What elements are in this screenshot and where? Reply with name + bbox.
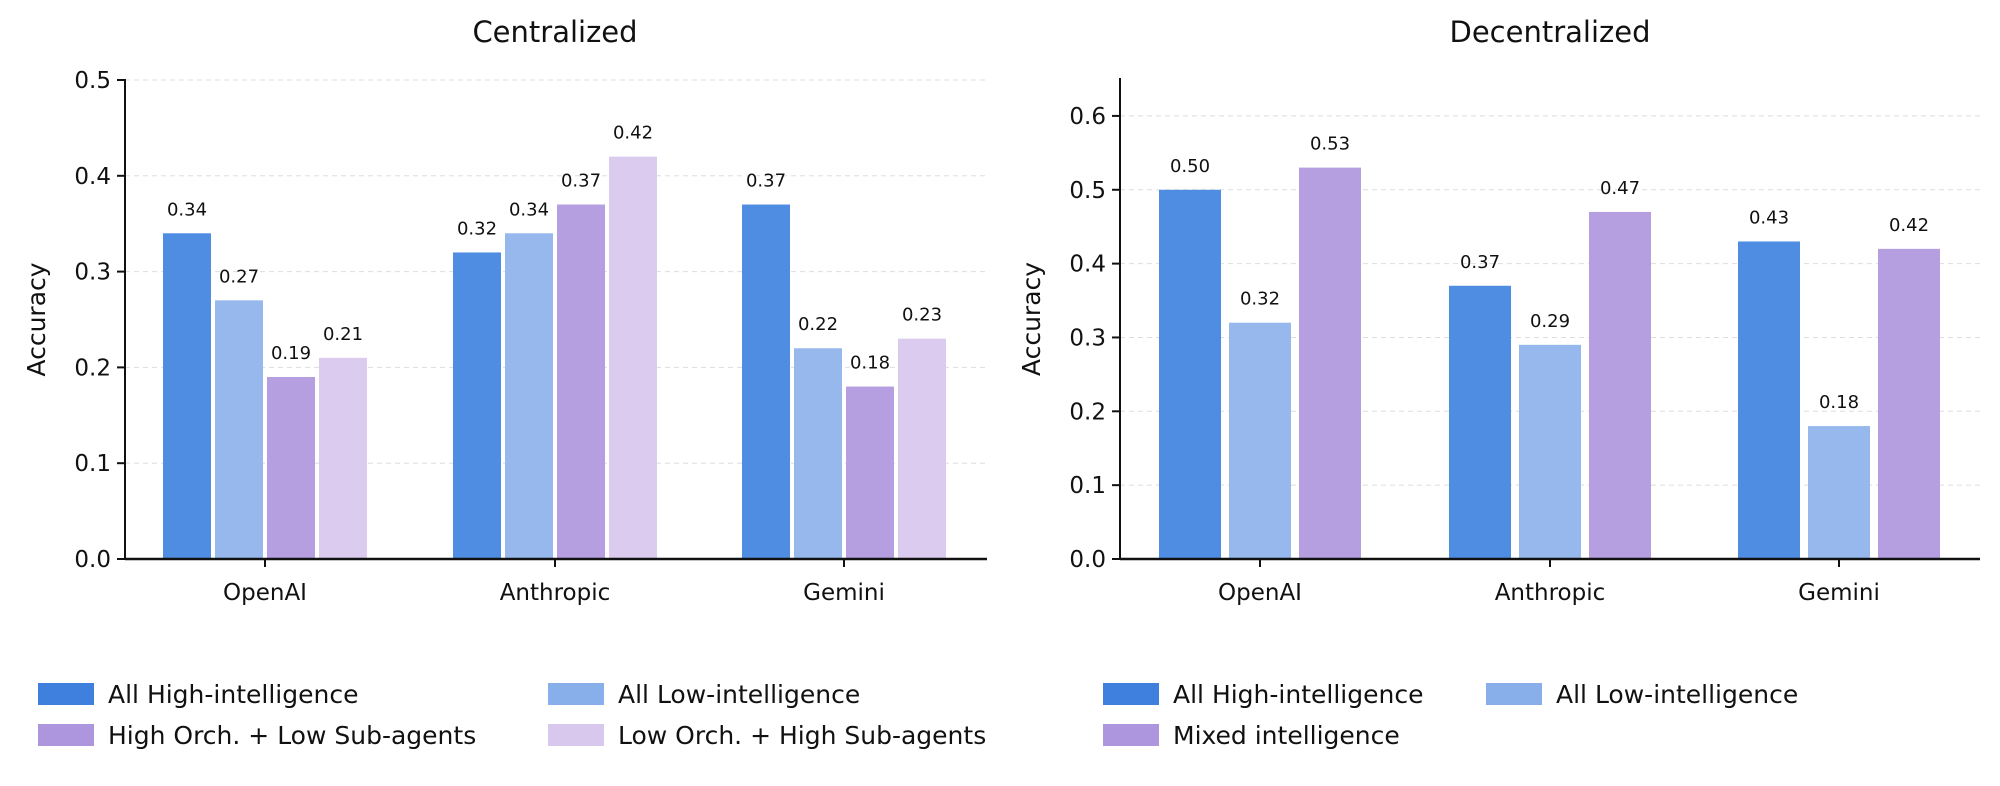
y-axis-label: Accuracy (1017, 262, 1046, 376)
bar (742, 204, 790, 560)
legend-item: All High-intelligence (1103, 680, 1423, 709)
bar (846, 386, 894, 559)
y-tick-label: 0.1 (1069, 473, 1106, 499)
x-tick-label: Gemini (1798, 580, 1880, 606)
y-tick-label: 0.5 (74, 68, 111, 94)
data-label: 0.32 (1240, 289, 1280, 310)
bar (1589, 211, 1651, 559)
bar (505, 233, 553, 559)
y-tick-label: 0.6 (1069, 104, 1106, 130)
data-label: 0.32 (457, 218, 497, 239)
y-tick-label: 0.2 (74, 355, 111, 381)
data-label: 0.27 (219, 266, 259, 287)
data-label: 0.34 (167, 199, 207, 220)
data-label: 0.22 (798, 314, 838, 335)
legend-item: Low Orch. + High Sub-agents (548, 721, 986, 750)
x-tick-label: OpenAI (223, 580, 307, 606)
y-tick-label: 0.4 (1069, 252, 1106, 278)
bar (1878, 248, 1940, 559)
bar (1299, 167, 1361, 559)
bar (453, 252, 501, 559)
bar (557, 204, 605, 560)
data-label: 0.18 (850, 353, 890, 374)
legend-label: All High-intelligence (1173, 680, 1423, 709)
y-tick-label: 0.2 (1069, 399, 1106, 425)
data-label: 0.50 (1170, 156, 1210, 177)
legend-item: All High-intelligence (38, 680, 358, 709)
data-label: 0.37 (746, 171, 786, 192)
y-tick-label: 0.4 (74, 164, 111, 190)
bar (1808, 426, 1870, 559)
bar (1229, 322, 1291, 559)
data-label: 0.37 (1460, 252, 1500, 273)
data-label: 0.23 (902, 305, 942, 326)
y-axis-label: Accuracy (22, 262, 51, 376)
legend-label: All Low-intelligence (1556, 680, 1798, 709)
data-label: 0.21 (323, 324, 363, 345)
data-label: 0.34 (509, 199, 549, 220)
legend-label: All Low-intelligence (618, 680, 860, 709)
legend-label: Mixed intelligence (1173, 721, 1400, 750)
data-label: 0.42 (613, 123, 653, 144)
data-label: 0.19 (271, 343, 311, 364)
legend-swatch (38, 724, 94, 746)
bar (1449, 285, 1511, 559)
y-tick-label: 0.3 (74, 260, 111, 286)
y-tick-label: 0.5 (1069, 178, 1106, 204)
bar (319, 357, 367, 559)
legend-item: All Low-intelligence (1486, 680, 1798, 709)
legend-swatch (548, 724, 604, 746)
data-label: 0.47 (1600, 178, 1640, 199)
bar (898, 338, 946, 559)
bar (215, 300, 263, 559)
legend-swatch (1486, 683, 1542, 705)
bar (1519, 344, 1581, 559)
legend-swatch (548, 683, 604, 705)
y-tick-label: 0.1 (74, 451, 111, 477)
legend-label: Low Orch. + High Sub-agents (618, 721, 986, 750)
data-label: 0.43 (1749, 207, 1789, 228)
x-tick-label: Gemini (803, 580, 885, 606)
bar (267, 376, 315, 559)
bar (163, 233, 211, 559)
y-tick-label: 0.0 (74, 547, 111, 573)
legend-swatch (1103, 683, 1159, 705)
subplot-title: Centralized (472, 15, 637, 49)
y-tick-label: 0.0 (1069, 547, 1106, 573)
y-tick-label: 0.3 (1069, 325, 1106, 351)
legend-swatch (1103, 724, 1159, 746)
bar (609, 156, 657, 559)
legend-item: All Low-intelligence (548, 680, 860, 709)
data-label: 0.18 (1819, 392, 1859, 413)
subplot-centralized: Centralized 0.0 0.1 0.2 0.3 0.4 0.5 Accuracy 0.3… (22, 15, 987, 606)
subplot-title: Decentralized (1450, 15, 1651, 49)
legend-swatch (38, 683, 94, 705)
data-label: 0.37 (561, 171, 601, 192)
bar (1159, 189, 1221, 559)
bar (1738, 241, 1800, 559)
legend-label: High Orch. + Low Sub-agents (108, 721, 476, 750)
data-label: 0.29 (1530, 311, 1570, 332)
data-label: 0.42 (1889, 215, 1929, 236)
subplot-decentralized: Decentralized 0.0 0.1 0.2 0.3 0.4 0.5 0.6 Accura… (1017, 15, 1980, 606)
x-tick-label: Anthropic (500, 580, 611, 606)
legend-item: High Orch. + Low Sub-agents (38, 721, 476, 750)
legend-item: Mixed intelligence (1103, 721, 1400, 750)
x-tick-label: OpenAI (1218, 580, 1302, 606)
x-tick-label: Anthropic (1495, 580, 1606, 606)
legend-centralized: All High-intelligence All Low-intelligenc… (38, 680, 986, 750)
legend-label: All High-intelligence (108, 680, 358, 709)
data-label: 0.53 (1310, 134, 1350, 155)
bar (794, 348, 842, 559)
legend-decentralized: All High-intelligence All Low-intelligenc… (1103, 680, 1798, 750)
